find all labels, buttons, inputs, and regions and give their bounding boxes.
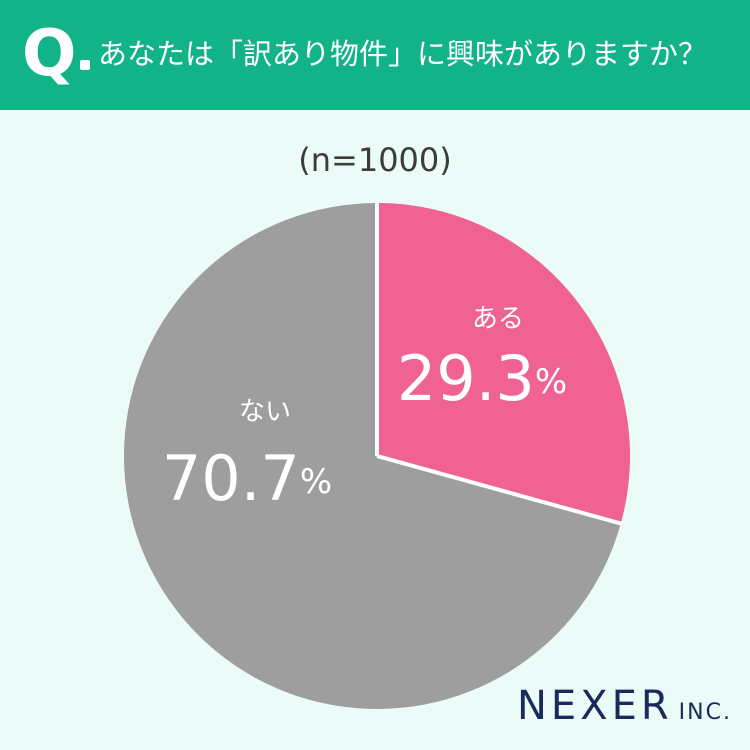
- pie-slice-1: [124, 202, 621, 709]
- logo-suffix: INC.: [678, 700, 732, 725]
- slice-label-1: ない: [239, 397, 291, 427]
- slice-separator-1: [376, 454, 624, 526]
- question-text: あなたは「訳あり物件」に興味がありますか？: [98, 37, 708, 71]
- q-dot: [80, 60, 90, 70]
- nexer-logo: NEXER INC.: [517, 683, 732, 729]
- pie-slice-0: [377, 203, 630, 524]
- question-banner: Q あなたは「訳あり物件」に興味がありますか？: [0, 0, 750, 110]
- slice-label-0: ある: [472, 304, 524, 334]
- slice-value-0: 29.3%: [397, 342, 567, 415]
- slice-value-1: 70.7%: [162, 442, 332, 515]
- sample-size: (n=1000): [298, 141, 452, 179]
- q-mark: Q: [22, 17, 77, 91]
- logo-name: NEXER: [517, 683, 673, 729]
